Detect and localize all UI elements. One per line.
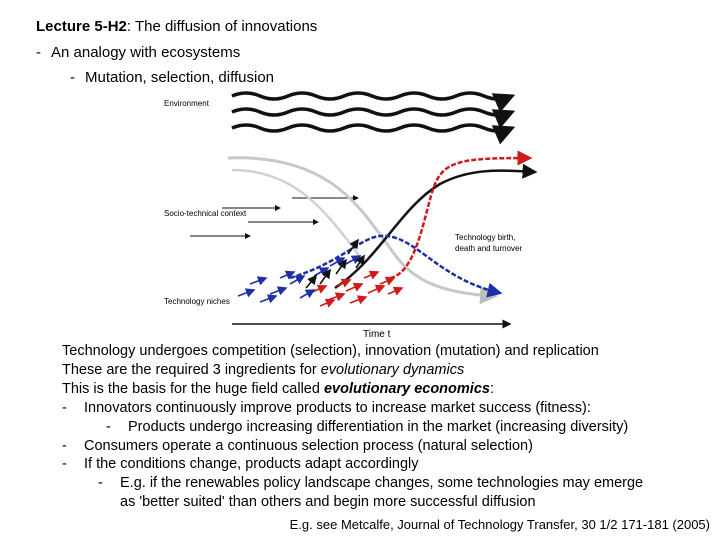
list-item-3: - If the conditions change, products adap…	[62, 456, 419, 473]
evolution-diagram: Environment Socio-technical context Tech…	[164, 91, 538, 340]
list-item-3-sub-cont: as 'better suited' than others and begin…	[120, 494, 536, 511]
slide-title: Lecture 5-H2: The diffusion of innovatio…	[36, 18, 318, 35]
body-line-1: Technology undergoes competition (select…	[62, 343, 599, 359]
gray-curve-2	[231, 168, 366, 264]
environment-arrows	[231, 91, 516, 145]
reference: E.g. see Metcalfe, Journal of Technology…	[289, 517, 710, 532]
environment-label: Environment	[164, 99, 210, 108]
body-text: Technology undergoes competition (select…	[62, 342, 712, 512]
declining-technology-curve	[227, 156, 498, 305]
birth-label-2: death and turnover	[455, 244, 522, 253]
list-item-1: - Innovators continuously improve product…	[62, 399, 591, 416]
time-axis-label: Time t	[363, 329, 391, 340]
context-label: Socio-technical context	[164, 209, 247, 218]
list-item-2: - Consumers operate a continuous selectio…	[62, 437, 533, 454]
context-arrows	[190, 195, 359, 239]
body-line-3: This is the basis for the huge field cal…	[62, 380, 494, 397]
bullet-level1: - An analogy with ecosystems	[36, 44, 241, 61]
body-line-2: These are the required 3 ingredients for…	[62, 361, 465, 378]
niches-label: Technology niches	[164, 297, 230, 306]
niche-arrows-red	[309, 270, 404, 308]
list-item-3-sub: - E.g. if the renewables policy landscape…	[98, 475, 644, 492]
birth-label-1: Technology birth,	[455, 233, 515, 242]
blue-curve	[289, 234, 503, 298]
bullet-level2: - Mutation, selection, diffusion	[70, 69, 275, 86]
niche-arrows-black	[305, 238, 365, 289]
list-item-1-sub: - Products undergo increasing differentia…	[106, 418, 629, 435]
black-curve	[334, 163, 538, 290]
red-curve	[389, 150, 533, 280]
